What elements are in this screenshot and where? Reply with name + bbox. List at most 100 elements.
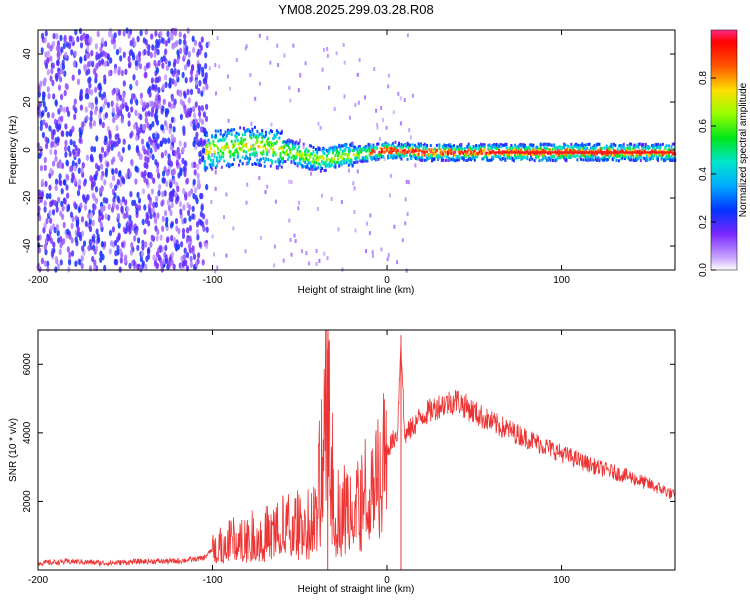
noise-cell (154, 30, 158, 37)
band-cell (223, 145, 226, 149)
band-cell (638, 155, 641, 159)
noise-cell (46, 111, 51, 119)
band-cell (461, 151, 464, 155)
faint-cell (214, 170, 217, 175)
faint-cell (293, 233, 296, 238)
band-cell (465, 159, 468, 162)
snr-x-label: Height of straight line (km) (298, 584, 415, 595)
band-cell (586, 146, 589, 150)
band-cell (636, 158, 639, 161)
noise-cell (74, 144, 78, 152)
band-cell (296, 164, 299, 168)
noise-cell (99, 85, 103, 92)
faint-cell (210, 200, 213, 204)
noise-cell (81, 162, 85, 169)
noise-cell (119, 104, 123, 111)
band-cell (549, 152, 552, 156)
band-cell (305, 147, 308, 151)
faint-cell (406, 33, 409, 38)
faint-cell (326, 256, 329, 261)
band-cell (401, 149, 404, 153)
band-cell (600, 147, 603, 151)
band-cell (423, 142, 426, 146)
band-cell (499, 157, 502, 161)
band-cell (648, 146, 651, 150)
noise-cell (168, 127, 172, 135)
noise-cell (133, 40, 137, 47)
band-cell (648, 158, 651, 162)
band-cell (668, 152, 670, 156)
noise-cell (127, 120, 131, 127)
noise-cell (136, 191, 140, 199)
band-cell (434, 153, 437, 156)
band-cell (642, 145, 645, 149)
band-cell (382, 155, 385, 159)
band-cell (266, 153, 269, 156)
band-cell (228, 131, 231, 135)
band-cell (647, 147, 650, 151)
noise-cell (65, 159, 69, 166)
band-cell (635, 157, 637, 161)
band-cell (390, 154, 393, 158)
band-cell (451, 147, 454, 151)
band-cell (483, 146, 486, 150)
noise-cell (73, 50, 77, 57)
band-cell (467, 142, 470, 146)
band-cell (417, 149, 420, 153)
noise-cell (145, 102, 150, 109)
noise-cell (152, 177, 156, 184)
band-cell (272, 154, 275, 157)
band-cell (426, 156, 429, 160)
noise-cell (115, 204, 119, 211)
faint-cell (258, 33, 261, 38)
noise-cell (201, 155, 205, 163)
band-cell (420, 144, 422, 148)
noise-cell (157, 172, 161, 179)
noise-cell (183, 247, 187, 254)
band-cell (532, 147, 535, 151)
band-cell (238, 146, 240, 150)
band-cell (510, 144, 513, 147)
faint-cell (266, 36, 269, 41)
band-cell (457, 150, 460, 154)
noise-cell (139, 255, 143, 263)
noise-cell (147, 110, 151, 117)
noise-cell (40, 32, 45, 40)
faint-cell (298, 200, 301, 205)
faint-cell (294, 239, 297, 244)
band-cell (299, 150, 302, 153)
band-cell (561, 154, 564, 158)
faint-cell (406, 212, 409, 217)
band-cell (269, 158, 272, 162)
faint-cell (211, 234, 214, 239)
band-cell (565, 154, 568, 158)
noise-cell (157, 86, 161, 94)
noise-cell (73, 177, 77, 184)
band-cell (574, 144, 576, 148)
noise-cell (121, 196, 125, 203)
band-cell (247, 148, 250, 152)
band-cell (209, 163, 212, 167)
band-cell (446, 155, 449, 159)
colorbar-tick-label: 0.0 (698, 263, 709, 277)
noise-cell (183, 92, 187, 99)
band-cell (239, 141, 242, 144)
band-cell (260, 163, 262, 167)
band-cell (475, 154, 477, 158)
noise-cell (104, 135, 108, 143)
band-cell (354, 161, 357, 164)
band-cell (451, 145, 454, 148)
band-cell (207, 156, 210, 160)
band-cell (341, 144, 344, 148)
noise-cell (79, 202, 83, 209)
band-cell (647, 145, 650, 149)
noise-cell (54, 99, 58, 106)
noise-cell (146, 156, 150, 164)
band-cell (357, 154, 360, 158)
band-cell (290, 140, 293, 144)
band-cell (369, 156, 372, 160)
band-cell (219, 132, 222, 136)
band-cell (632, 144, 635, 148)
noise-cell (170, 68, 174, 75)
band-cell (217, 129, 220, 133)
